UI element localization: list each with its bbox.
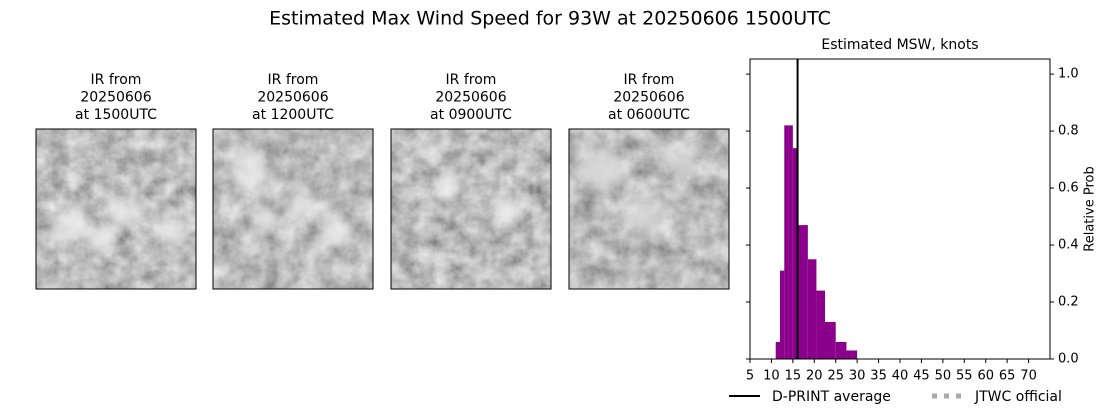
- bar: [775, 341, 780, 359]
- bar: [780, 270, 785, 359]
- histogram: Estimated MSW, knots Relative Prob 5 10 15 20…: [746, 37, 1098, 384]
- y-tick-label: 0.8: [1058, 124, 1079, 139]
- chart-title: Estimated MSW, knots: [821, 37, 978, 53]
- ir-image: [568, 128, 730, 290]
- panel-title: 20250606: [435, 90, 506, 106]
- y-tick-label: 0.6: [1058, 181, 1079, 196]
- bar: [788, 125, 793, 359]
- x-tick-label: 35: [870, 369, 887, 384]
- ir-image: [35, 128, 197, 290]
- x-tick-label: 50: [935, 369, 952, 384]
- x-tick-label: 40: [892, 369, 909, 384]
- y-axis-label: Relative Prob: [1083, 166, 1098, 251]
- y-tick-label: 0.4: [1058, 238, 1079, 253]
- bar: [816, 290, 825, 359]
- panel-title: 20250606: [613, 90, 684, 106]
- ir-image: [212, 128, 374, 290]
- panel-title: IR from: [624, 72, 675, 88]
- panel-title: 20250606: [257, 90, 328, 106]
- bar: [784, 125, 789, 359]
- panel-title: IR from: [91, 72, 142, 88]
- plot-frame: [749, 58, 1051, 360]
- x-tick-label: 60: [977, 369, 994, 384]
- legend-label: D-PRINT average: [772, 389, 891, 405]
- panel-title: at 0600UTC: [608, 107, 690, 123]
- bar: [825, 321, 836, 359]
- y-tick-label: 0.2: [1058, 295, 1079, 310]
- figure-title: Estimated Max Wind Speed for 93W at 2025…: [269, 8, 831, 30]
- legend-label: JTWC official: [974, 389, 1062, 405]
- x-tick-label: 65: [999, 369, 1016, 384]
- x-tick-label: 45: [913, 369, 930, 384]
- bar: [835, 341, 847, 359]
- x-tick-label: 5: [746, 369, 754, 384]
- x-tick-label: 70: [1020, 369, 1037, 384]
- x-tick-label: 20: [806, 369, 823, 384]
- panel-title: at 1500UTC: [75, 107, 157, 123]
- x-tick-label: 15: [785, 369, 802, 384]
- bar: [792, 148, 798, 359]
- bar: [846, 350, 858, 359]
- x-tick-label: 25: [827, 369, 844, 384]
- y-tick-label: 1.0: [1058, 67, 1079, 82]
- x-tick-label: 30: [849, 369, 866, 384]
- panel-title: at 1200UTC: [252, 107, 334, 123]
- x-tick-label: 10: [763, 369, 780, 384]
- panel-title: at 0900UTC: [430, 107, 512, 123]
- panel-title: 20250606: [80, 90, 151, 106]
- bar: [807, 259, 817, 359]
- x-tick-label: 55: [956, 369, 973, 384]
- bar: [797, 225, 808, 359]
- ir-image: [390, 128, 552, 290]
- y-tick-label: 0.0: [1058, 352, 1079, 367]
- panel-title: IR from: [446, 72, 497, 88]
- panel-title: IR from: [268, 72, 319, 88]
